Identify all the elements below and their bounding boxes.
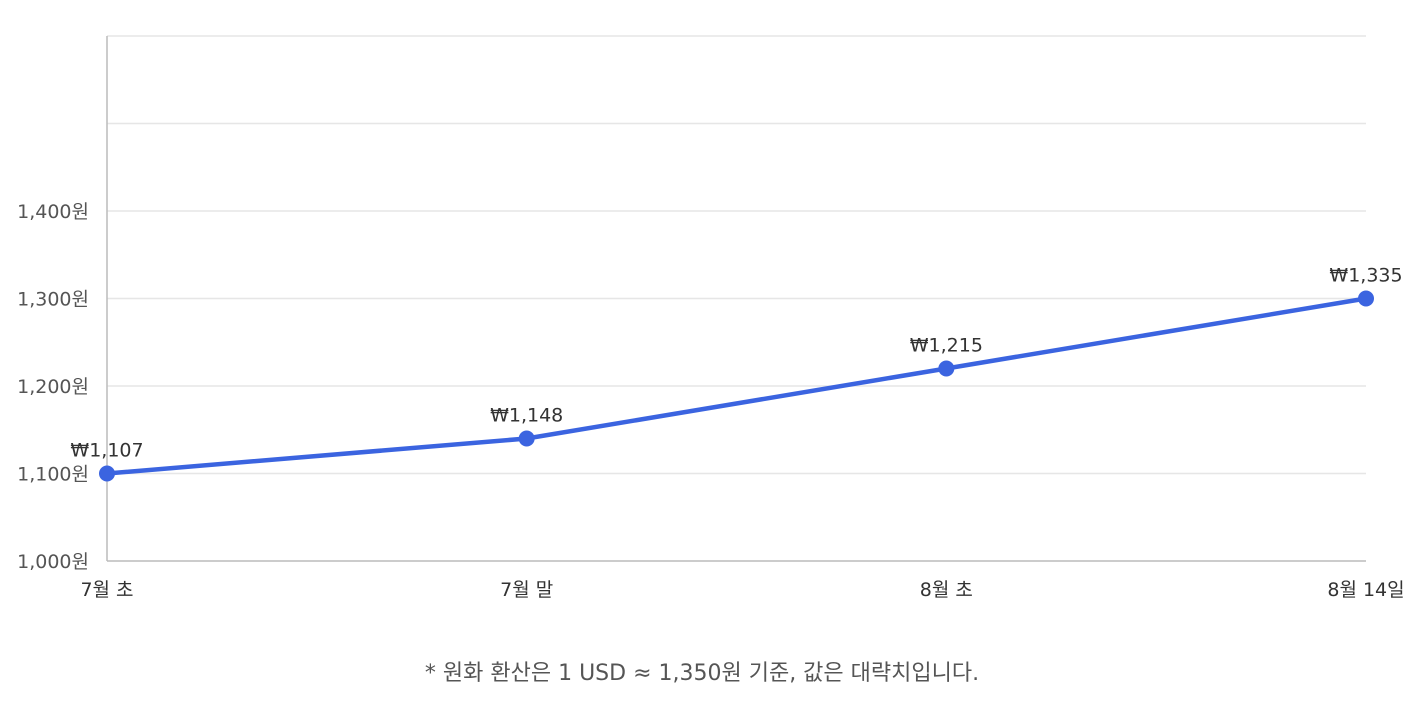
data-point (1358, 290, 1374, 307)
data-label: ₩1,148 (490, 405, 563, 427)
y-tick-label: 1,100원 (17, 464, 89, 486)
data-label: ₩1,335 (1329, 265, 1402, 287)
data-point (938, 360, 955, 377)
y-tick-label: 1,300원 (17, 289, 89, 311)
x-tick-label: 7월 말 (500, 579, 553, 601)
y-tick-label: 1,400원 (17, 201, 89, 223)
footnote: * 원화 환산은 1 USD ≈ 1,350원 기준, 값은 대략치입니다. (424, 661, 980, 686)
y-tick-label: 1,200원 (17, 376, 89, 398)
y-tick-label: 1,000원 (17, 551, 89, 573)
x-tick-label: 8월 초 (920, 579, 973, 601)
data-label: ₩1,107 (70, 440, 143, 462)
line-chart: 1,000원 1,100원 1,200원 1,300원 1,400원 7월 초 7월 말 8월… (17, 35, 1405, 601)
data-label: ₩1,215 (910, 335, 983, 357)
series-line (104, 296, 1369, 476)
data-point (518, 430, 535, 447)
x-tick-label: 8월 14일 (1327, 579, 1404, 601)
x-tick-label: 7월 초 (80, 579, 133, 601)
data-point (99, 465, 115, 482)
chart-container: 1,000원 1,100원 1,200원 1,300원 1,400원 7월 초 7월 말 8월… (17, 35, 1405, 601)
